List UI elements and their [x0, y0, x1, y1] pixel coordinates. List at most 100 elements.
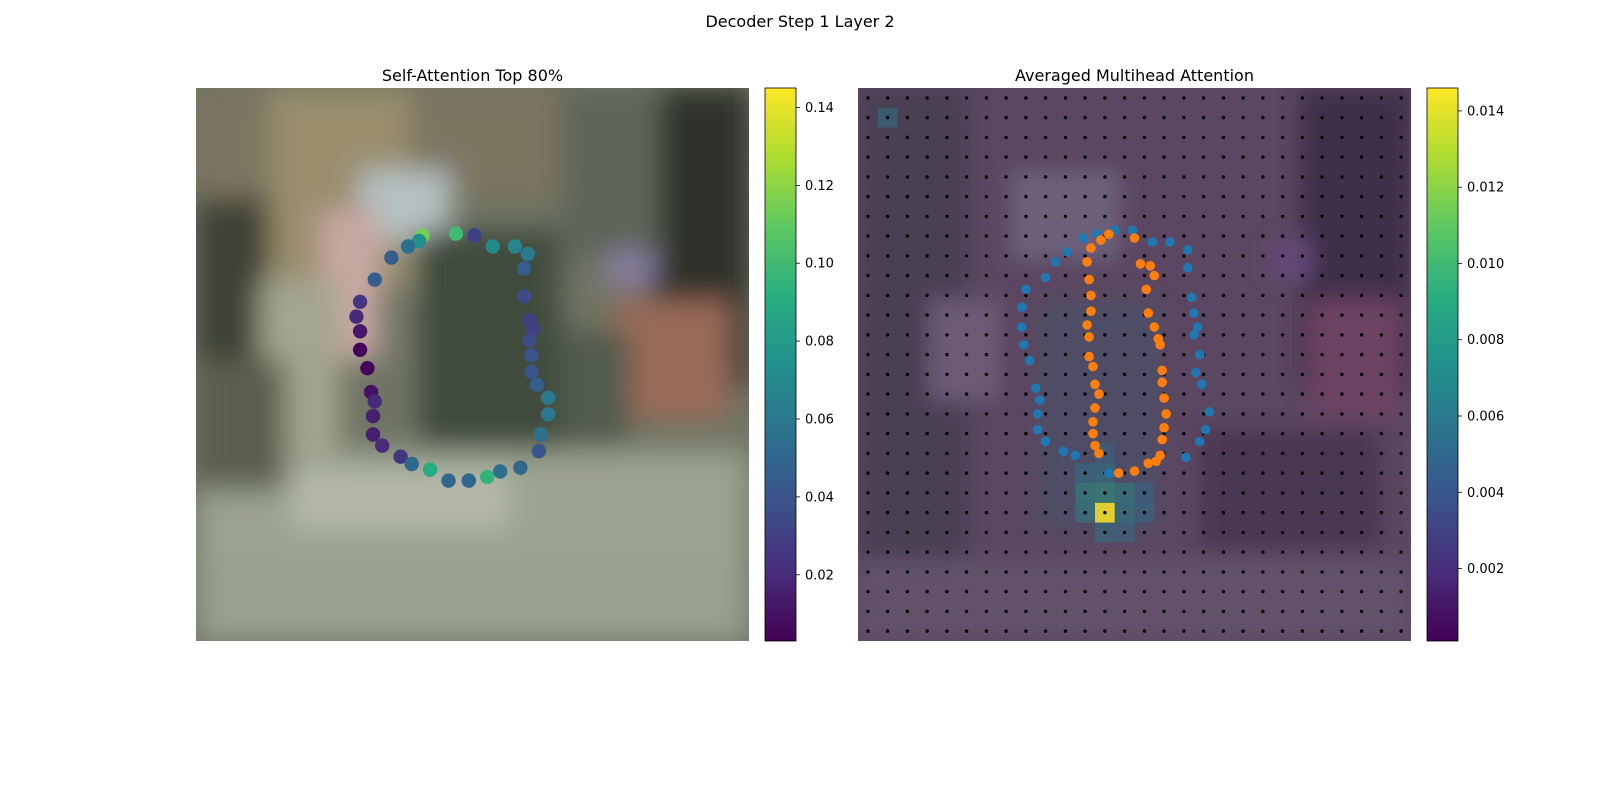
grid-dot: [1320, 589, 1324, 594]
grid-dot: [885, 471, 890, 475]
grid-dot: [984, 530, 989, 535]
grid-dot: [1043, 115, 1048, 120]
grid-dot: [1280, 115, 1285, 120]
grid-dot: [885, 194, 890, 199]
grid-dot: [1024, 431, 1028, 436]
grid-dot: [945, 155, 949, 159]
series-1-point-26: [1161, 409, 1171, 419]
grid-dot: [1142, 530, 1147, 535]
grid-dot: [1182, 589, 1186, 594]
grid-dot: [1004, 254, 1008, 258]
grid-dot: [1320, 96, 1324, 100]
grid-dot: [1063, 372, 1068, 377]
grid-dot: [1241, 254, 1245, 258]
right-colorbar: [1426, 87, 1459, 642]
grid-dot: [1182, 609, 1186, 614]
series-1-point-4: [1082, 257, 1092, 267]
grid-dot: [984, 392, 989, 396]
series-0-point-29: [1194, 436, 1205, 447]
grid-dot: [1261, 194, 1265, 199]
grid-dot: [1103, 491, 1107, 495]
series-0-point-31: [1058, 446, 1069, 457]
grid-dot: [1083, 451, 1087, 456]
grid-dot: [1320, 609, 1324, 614]
grid-dot: [1359, 352, 1364, 357]
grid-dot: [1043, 96, 1048, 100]
grid-dot: [1359, 589, 1364, 594]
grid-dot: [1083, 570, 1087, 574]
grid-dot: [1399, 629, 1403, 633]
grid-dot: [905, 194, 910, 199]
grid-dot: [1162, 234, 1166, 238]
grid-dot: [1182, 372, 1186, 377]
grid-dot: [984, 510, 989, 515]
grid-dot: [1340, 471, 1344, 475]
grid-dot: [1379, 234, 1384, 238]
grid-dot: [1201, 293, 1206, 298]
grid-dot: [1182, 115, 1186, 120]
series-0-point-34: [1104, 468, 1114, 478]
grid-dot: [1043, 471, 1048, 475]
grid-dot: [1063, 313, 1068, 317]
grid-dot: [1300, 451, 1305, 456]
grid-dot: [885, 510, 890, 515]
grid-dot: [1182, 333, 1186, 337]
grid-dot: [905, 155, 910, 159]
grid-dot: [1359, 372, 1364, 377]
grid-dot: [1300, 214, 1305, 219]
grid-dot: [925, 214, 929, 219]
series-0-point-17: [1189, 330, 1199, 340]
grid-dot: [1103, 352, 1107, 357]
grid-dot: [1241, 589, 1245, 594]
grid-dot: [1280, 273, 1285, 278]
grid-dot: [1063, 471, 1068, 475]
grid-dot: [1379, 175, 1384, 179]
grid-dot: [1300, 115, 1305, 120]
grid-dot: [925, 392, 929, 396]
grid-dot: [925, 372, 929, 377]
grid-dot: [1399, 115, 1403, 120]
grid-dot: [1103, 530, 1107, 535]
series-0-point-15: [1192, 322, 1203, 332]
grid-dot: [964, 392, 969, 396]
series-1-point-2: [1086, 243, 1096, 253]
grid-dot: [885, 234, 890, 238]
series-1-point-30: [1157, 434, 1167, 445]
grid-dot: [1142, 155, 1147, 159]
grid-dot: [1379, 352, 1384, 357]
grid-dot: [1103, 589, 1107, 594]
grid-dot: [1340, 214, 1344, 219]
grid-dot: [964, 570, 969, 574]
grid-dot: [1201, 491, 1206, 495]
grid-dot: [1083, 530, 1087, 535]
grid-dot: [984, 254, 989, 258]
grid-dot: [1359, 570, 1364, 574]
grid-dot: [1083, 155, 1087, 159]
grid-dot: [1201, 194, 1206, 199]
grid-dot: [1043, 431, 1048, 436]
attention-point-36: [493, 464, 508, 479]
grid-dot: [1122, 412, 1127, 416]
grid-dot: [984, 609, 989, 614]
grid-dot: [1024, 96, 1028, 100]
grid-dot: [1162, 214, 1166, 219]
grid-dot: [1043, 155, 1048, 159]
left-colorbar-tick-label-0: 0.02: [805, 568, 834, 583]
series-0-point-12: [1187, 292, 1197, 303]
grid-dot: [1182, 273, 1186, 278]
grid-dot: [1320, 392, 1324, 396]
grid-dot: [1261, 115, 1265, 120]
grid-dot: [945, 609, 949, 614]
grid-dot: [1182, 491, 1186, 495]
series-0-point-33: [1181, 452, 1191, 463]
grid-dot: [1162, 550, 1166, 554]
grid-dot: [1182, 155, 1186, 159]
left-colorbar-tick-label-1: 0.04: [805, 490, 834, 505]
grid-dot: [1162, 175, 1166, 179]
grid-dot: [1300, 491, 1305, 495]
grid-dot: [866, 293, 870, 298]
grid-dot: [945, 530, 949, 535]
series-1-point-34: [1151, 456, 1161, 467]
grid-dot: [1221, 115, 1226, 120]
grid-dot: [1300, 293, 1305, 298]
